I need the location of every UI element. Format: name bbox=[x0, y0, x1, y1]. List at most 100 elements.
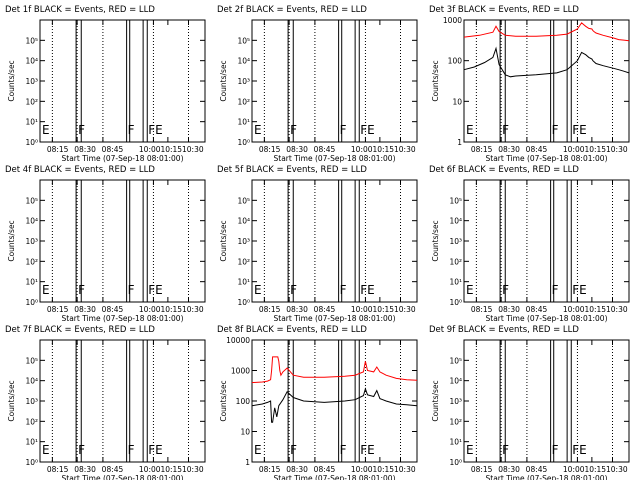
flag-label: F bbox=[290, 443, 297, 457]
y-tick-label: 100 bbox=[448, 57, 463, 66]
y-axis-label: Counts/sec bbox=[219, 60, 228, 101]
x-tick-label: 08:45 bbox=[526, 145, 548, 154]
x-tick-label: 08:15 bbox=[47, 145, 69, 154]
x-tick-label: 08:45 bbox=[314, 465, 336, 474]
y-tick-label: 1 bbox=[457, 138, 462, 147]
y-axis-label: Counts/sec bbox=[7, 60, 16, 101]
x-tick-label: 08:30 bbox=[498, 145, 520, 154]
x-axis-label: Start Time (07-Sep-18 08:01:00) bbox=[486, 154, 608, 163]
x-tick-label: 10:15 bbox=[372, 305, 394, 314]
x-tick-label: 08:15 bbox=[471, 465, 493, 474]
detector-panel: Det 3f BLACK = Events, RED = LLD Counts/s… bbox=[429, 5, 630, 163]
flag-label: FE bbox=[360, 443, 374, 457]
plot-frame bbox=[39, 179, 206, 303]
y-tick-label: 10⁵ bbox=[25, 356, 38, 365]
y-tick-label: 10⁴ bbox=[449, 377, 462, 386]
y-tick-label: 10¹ bbox=[25, 278, 38, 287]
flag-label: FE bbox=[148, 123, 162, 137]
events-series-line bbox=[463, 46, 630, 78]
panel-title: Det 5f BLACK = Events, RED = LLD bbox=[217, 165, 367, 175]
y-tick-label: 10⁵ bbox=[25, 196, 38, 205]
x-tick-label: 10:30 bbox=[394, 305, 416, 314]
detector-panel: Det 4f BLACK = Events, RED = LLD Counts/s… bbox=[5, 165, 206, 323]
y-tick-label: 10⁰ bbox=[25, 138, 38, 147]
y-axis-label: Counts/sec bbox=[431, 60, 440, 101]
detector-panel: Det 6f BLACK = Events, RED = LLD Counts/s… bbox=[429, 165, 630, 323]
flag-label: F bbox=[502, 443, 509, 457]
x-tick-label: 08:45 bbox=[102, 465, 124, 474]
flag-label: F bbox=[78, 123, 85, 137]
y-axis-label: Counts/sec bbox=[7, 380, 16, 421]
x-tick-label: 08:30 bbox=[286, 145, 308, 154]
x-tick-label: 10:30 bbox=[606, 145, 628, 154]
y-tick-label: 10¹ bbox=[25, 438, 38, 447]
detector-panel: Det 9f BLACK = Events, RED = LLD Counts/s… bbox=[429, 325, 630, 480]
flag-label: F bbox=[290, 123, 297, 137]
plot-frame bbox=[251, 339, 418, 463]
x-tick-label: 10:00 bbox=[563, 145, 585, 154]
flag-label: F bbox=[552, 443, 559, 457]
y-tick-label: 10⁴ bbox=[237, 217, 250, 226]
lld-series-line bbox=[251, 356, 418, 384]
x-tick-label: 08:30 bbox=[286, 305, 308, 314]
y-tick-label: 10⁰ bbox=[237, 298, 250, 307]
y-axis-label: Counts/sec bbox=[219, 380, 228, 421]
y-tick-label: 10³ bbox=[237, 77, 250, 86]
x-tick-label: 08:45 bbox=[314, 305, 336, 314]
flag-label: F bbox=[340, 123, 347, 137]
y-tick-label: 10⁴ bbox=[25, 57, 38, 66]
y-axis-label: Counts/sec bbox=[219, 220, 228, 261]
flag-label: F bbox=[128, 123, 135, 137]
y-tick-label: 10⁴ bbox=[25, 377, 38, 386]
lld-series-line bbox=[463, 22, 630, 42]
flag-label: FE bbox=[572, 123, 586, 137]
flag-label: E bbox=[254, 283, 262, 297]
plot-frame bbox=[463, 19, 630, 143]
x-axis-label: Start Time (07-Sep-18 08:01:00) bbox=[486, 314, 608, 323]
y-tick-label: 10³ bbox=[449, 397, 462, 406]
flag-label: E bbox=[42, 283, 50, 297]
flag-label: F bbox=[502, 283, 509, 297]
x-tick-label: 10:15 bbox=[584, 145, 606, 154]
x-tick-label: 10:00 bbox=[351, 305, 373, 314]
flag-label: E bbox=[254, 443, 262, 457]
y-tick-label: 10² bbox=[449, 417, 462, 426]
y-tick-label: 10⁰ bbox=[237, 138, 250, 147]
events-series-line bbox=[251, 387, 418, 423]
y-tick-label: 10² bbox=[25, 97, 38, 106]
y-tick-label: 10² bbox=[237, 257, 250, 266]
flag-label: F bbox=[552, 123, 559, 137]
plot-frame bbox=[39, 339, 206, 463]
x-tick-label: 10:15 bbox=[160, 145, 182, 154]
flag-label: F bbox=[552, 283, 559, 297]
x-tick-label: 08:15 bbox=[471, 145, 493, 154]
x-tick-label: 08:30 bbox=[498, 305, 520, 314]
flag-label: E bbox=[254, 123, 262, 137]
x-tick-label: 10:00 bbox=[563, 465, 585, 474]
panel-title: Det 8f BLACK = Events, RED = LLD bbox=[217, 325, 367, 335]
y-tick-label: 10³ bbox=[449, 237, 462, 246]
x-axis-label: Start Time (07-Sep-18 08:01:00) bbox=[486, 474, 608, 480]
flag-label: E bbox=[466, 443, 474, 457]
x-tick-label: 08:45 bbox=[526, 305, 548, 314]
panel-title: Det 4f BLACK = Events, RED = LLD bbox=[5, 165, 155, 175]
x-tick-label: 10:00 bbox=[139, 465, 161, 474]
x-tick-label: 08:30 bbox=[498, 465, 520, 474]
x-tick-label: 08:30 bbox=[74, 145, 96, 154]
x-tick-label: 10:15 bbox=[584, 305, 606, 314]
flag-label: F bbox=[290, 283, 297, 297]
x-tick-label: 10:30 bbox=[394, 465, 416, 474]
x-axis-label: Start Time (07-Sep-18 08:01:00) bbox=[62, 314, 184, 323]
y-tick-label: 10⁵ bbox=[449, 356, 462, 365]
flag-label: FE bbox=[360, 283, 374, 297]
y-tick-label: 10000 bbox=[226, 336, 250, 345]
panel-title: Det 6f BLACK = Events, RED = LLD bbox=[429, 165, 579, 175]
flag-label: F bbox=[128, 443, 135, 457]
y-tick-label: 10³ bbox=[237, 237, 250, 246]
y-tick-label: 10⁵ bbox=[25, 36, 38, 45]
y-tick-label: 10² bbox=[25, 417, 38, 426]
flag-label: E bbox=[466, 283, 474, 297]
x-tick-label: 08:45 bbox=[102, 305, 124, 314]
x-tick-label: 08:45 bbox=[102, 145, 124, 154]
